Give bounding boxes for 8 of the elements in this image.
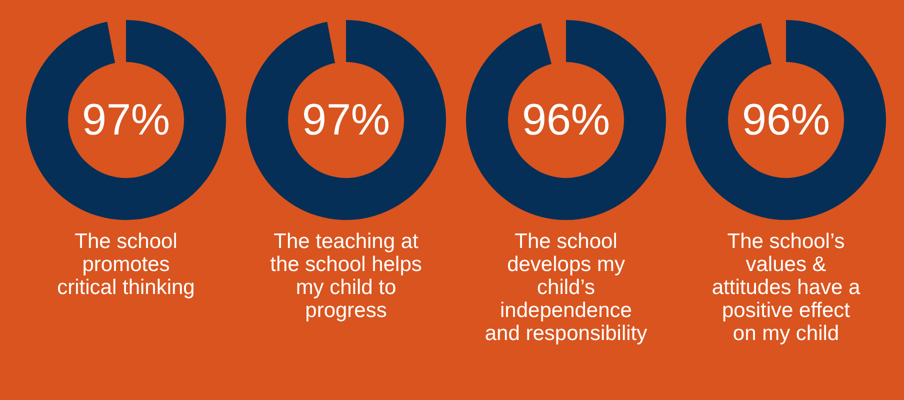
text: The teaching at the school helps my child to progress [270, 230, 422, 322]
data-label: 97% [302, 96, 390, 144]
data-label: 96% [742, 96, 830, 144]
text: The school promotes critical thinking [57, 230, 195, 299]
text: The school develops my child’s independence and responsibility [484, 230, 648, 345]
text: The school’s values & attitudes have a positive effect on my child [712, 230, 860, 345]
data-label: 97% [82, 96, 170, 144]
data-label: 96% [522, 96, 610, 144]
